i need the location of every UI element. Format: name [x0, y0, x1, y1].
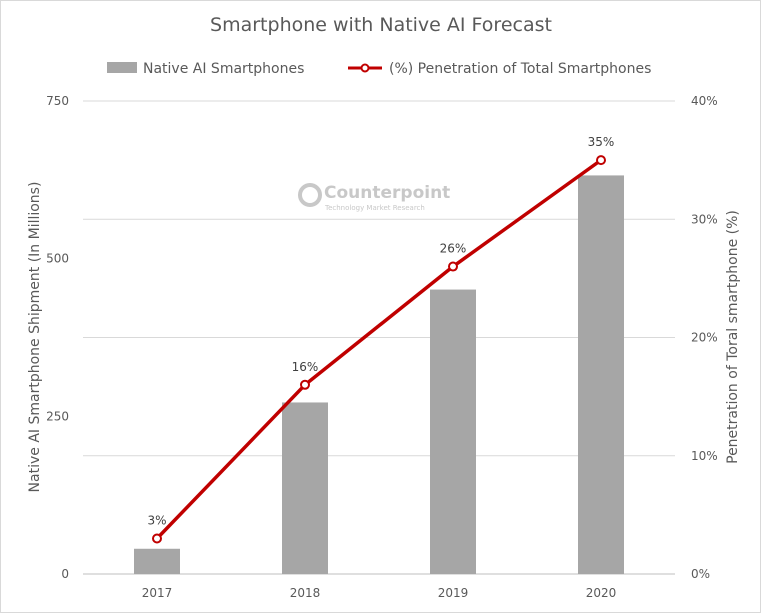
right-y-tick-label: 0% [691, 567, 710, 581]
x-tick-label: 2019 [438, 586, 469, 600]
line-point [448, 261, 458, 272]
bar [578, 175, 624, 574]
right-y-tick-label: 40% [691, 94, 718, 108]
line-point [152, 533, 162, 544]
legend-bar-label: Native AI Smartphones [143, 61, 304, 77]
counterpoint-logo-icon [298, 183, 322, 207]
chart-title: Smartphone with Native AI Forecast [210, 14, 552, 36]
right-axis-title: Penetration of Toral smartphone (%) [725, 210, 741, 464]
left-y-tick-label: 750 [46, 94, 69, 108]
legend: Native AI Smartphones (%) Penetration of… [107, 61, 651, 77]
line-series: 3% 16% 26% 35% [147, 135, 615, 544]
line-point [596, 155, 606, 166]
data-label: 35% [588, 135, 615, 149]
bar [282, 402, 328, 574]
left-y-tick-label: 500 [46, 252, 69, 266]
bar-series [134, 175, 624, 574]
left-y-tick-label: 250 [46, 409, 69, 423]
left-y-axis-ticks: 0 250 500 750 [46, 94, 69, 581]
right-y-tick-label: 10% [691, 449, 718, 463]
watermark-tagline: Technology Market Research [324, 204, 425, 212]
x-tick-label: 2017 [142, 586, 173, 600]
left-axis-title: Native AI Smartphone Shipment (In Millio… [27, 182, 43, 493]
bar [430, 289, 476, 574]
right-y-axis-ticks: 0% 10% 20% 30% 40% [691, 94, 718, 581]
data-label: 26% [440, 242, 467, 256]
penetration-line [155, 158, 603, 540]
data-label: 16% [292, 360, 319, 374]
left-y-tick-label: 0 [61, 567, 69, 581]
x-axis-ticks: 2017 2018 2019 2020 [142, 586, 617, 600]
line-point [300, 379, 310, 390]
data-label: 3% [147, 514, 166, 528]
watermark-name: Counterpoint [324, 183, 450, 203]
legend-line-label: (%) Penetration of Total Smartphones [389, 61, 651, 77]
legend-bar-swatch [107, 62, 137, 73]
right-y-tick-label: 20% [691, 331, 718, 345]
legend-line-marker [360, 63, 370, 73]
watermark-logo: Counterpoint Technology Market Research [298, 183, 450, 212]
x-tick-label: 2018 [290, 586, 321, 600]
right-y-tick-label: 30% [691, 212, 718, 226]
bar [134, 548, 180, 574]
x-tick-label: 2020 [586, 586, 617, 600]
gridlines [83, 100, 675, 575]
